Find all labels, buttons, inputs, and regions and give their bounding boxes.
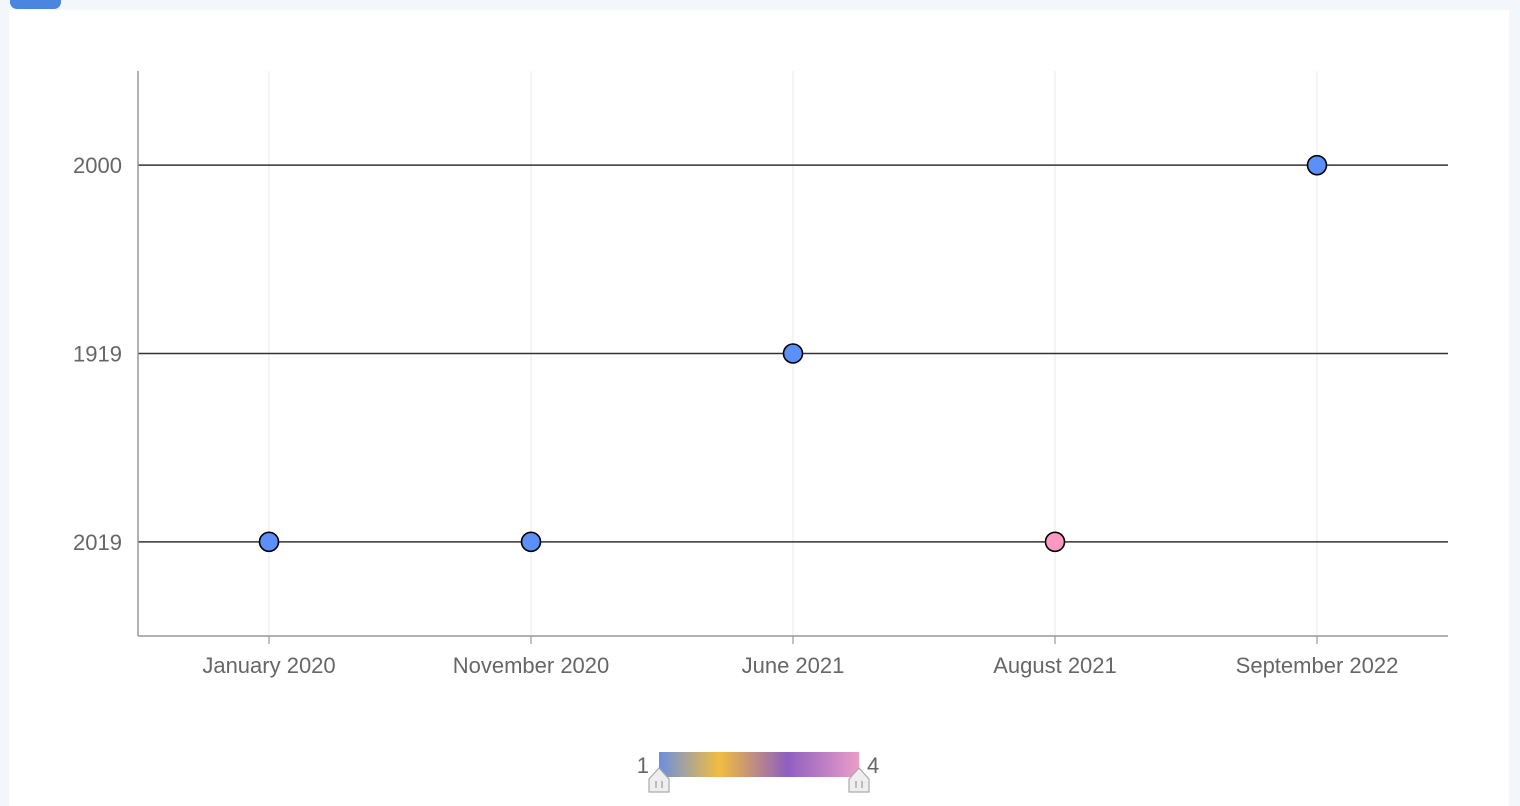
visual-map-gradient-bar xyxy=(659,752,859,777)
data-points[interactable] xyxy=(258,154,1328,553)
x-tick-label: November 2020 xyxy=(453,653,610,678)
visual-map-min-label: 1 xyxy=(637,753,649,778)
chart-card: January 2020 November 2020 June 2021 August… xyxy=(9,10,1509,806)
data-point[interactable] xyxy=(1044,531,1066,553)
y-tick-label: 2019 xyxy=(73,530,122,555)
y-tick-label: 1919 xyxy=(73,342,122,367)
visual-map-max-handle[interactable] xyxy=(848,767,870,793)
visual-map-min-handle[interactable] xyxy=(648,767,670,793)
y-tick-label: 2000 xyxy=(73,153,122,178)
scatter-chart: January 2020 November 2020 June 2021 August… xyxy=(73,71,1448,793)
visual-map[interactable]: 1 4 xyxy=(637,752,880,793)
data-point[interactable] xyxy=(782,343,804,364)
data-point[interactable] xyxy=(520,531,542,553)
corner-tab xyxy=(10,0,61,9)
data-point[interactable] xyxy=(1306,154,1328,176)
x-tick-label: August 2021 xyxy=(993,653,1117,678)
x-tick-label: September 2022 xyxy=(1236,653,1399,678)
x-axis-ticks: January 2020 November 2020 June 2021 August… xyxy=(202,636,1398,678)
data-point[interactable] xyxy=(258,531,280,553)
y-axis-ticks: 2019 1919 2000 xyxy=(73,153,122,555)
x-tick-label: January 2020 xyxy=(202,653,335,678)
visual-map-max-label: 4 xyxy=(867,753,879,778)
x-tick-label: June 2021 xyxy=(742,653,845,678)
